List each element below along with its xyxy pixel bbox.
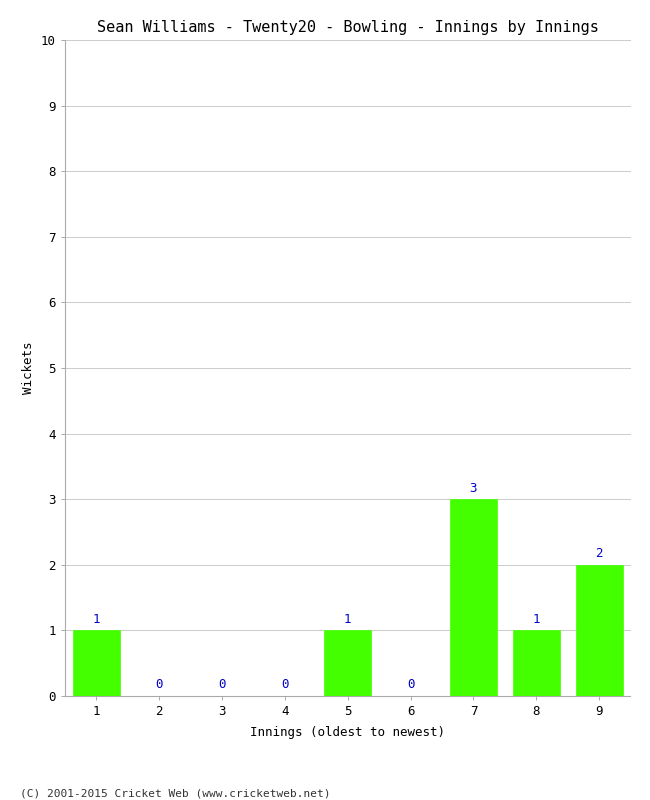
Text: 0: 0 <box>281 678 289 691</box>
Bar <box>73 630 120 696</box>
Title: Sean Williams - Twenty20 - Bowling - Innings by Innings: Sean Williams - Twenty20 - Bowling - Inn… <box>97 20 599 34</box>
Text: 1: 1 <box>344 613 352 626</box>
Bar <box>513 630 560 696</box>
Text: 1: 1 <box>532 613 540 626</box>
Bar <box>450 499 497 696</box>
Text: 2: 2 <box>595 547 603 560</box>
X-axis label: Innings (oldest to newest): Innings (oldest to newest) <box>250 726 445 739</box>
Y-axis label: Wickets: Wickets <box>22 342 35 394</box>
Text: 0: 0 <box>218 678 226 691</box>
Bar <box>575 565 623 696</box>
Bar <box>324 630 371 696</box>
Text: 0: 0 <box>407 678 414 691</box>
Text: (C) 2001-2015 Cricket Web (www.cricketweb.net): (C) 2001-2015 Cricket Web (www.cricketwe… <box>20 788 330 798</box>
Text: 3: 3 <box>470 482 477 494</box>
Text: 0: 0 <box>155 678 163 691</box>
Text: 1: 1 <box>93 613 100 626</box>
